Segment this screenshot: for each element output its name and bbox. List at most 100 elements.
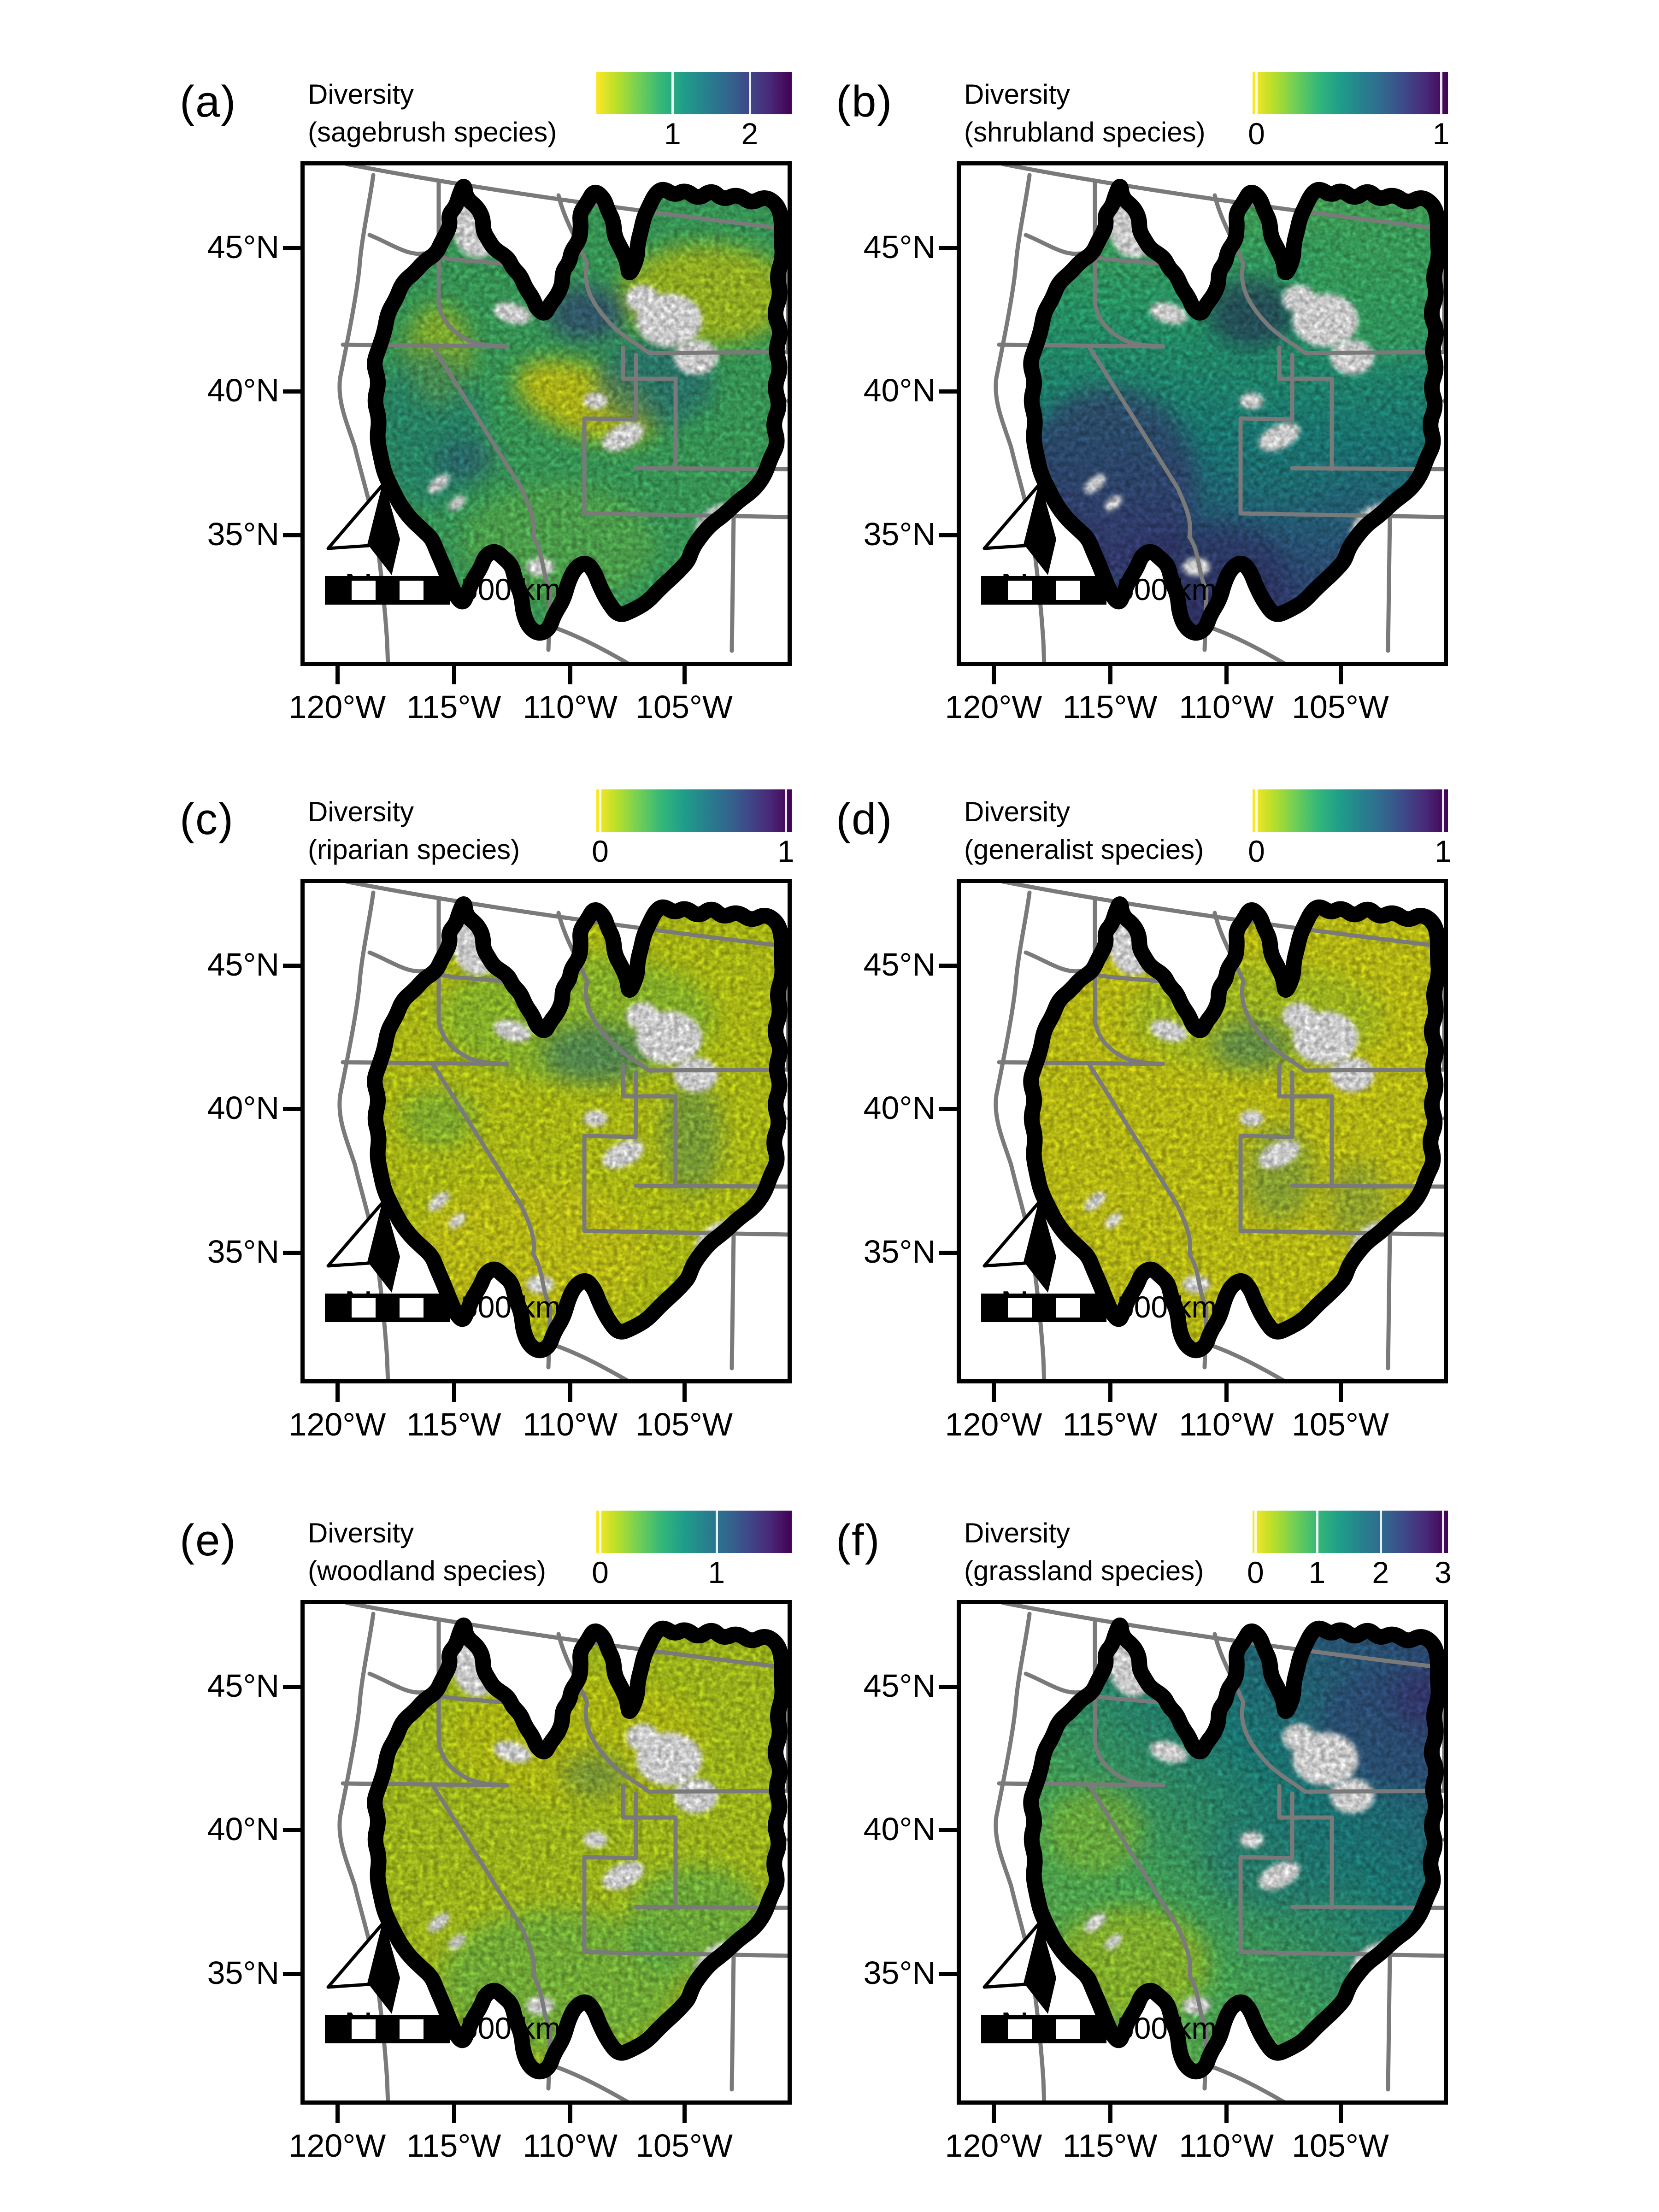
- lat-tick-label: 35°N: [207, 1234, 279, 1270]
- legend-title-line1: Diversity: [308, 79, 414, 110]
- lon-tick-mark: [1338, 1383, 1343, 1402]
- colorbar-tick-mark: [671, 72, 674, 114]
- lat-tick-label: 45°N: [863, 1668, 935, 1704]
- biome-outline: [1023, 896, 1447, 1359]
- lon-tick-mark: [991, 2105, 996, 2123]
- colorbar-tick-mark: [599, 1511, 602, 1553]
- map-canvas: N500 km: [957, 1600, 1450, 2107]
- scale-bar-label: 500 km: [461, 2011, 560, 2045]
- map-svg: N500 km: [981, 879, 1450, 1386]
- legend-title-line2: (riparian species): [308, 834, 520, 865]
- north-arrow-icon: [326, 1920, 400, 2014]
- lon-tick-label: 120°W: [288, 2128, 386, 2164]
- lon-tick-label: 105°W: [635, 1406, 733, 1442]
- lon-tick-label: 115°W: [1062, 689, 1158, 725]
- lon-tick-mark: [335, 666, 340, 684]
- map-canvas: N500 km: [300, 879, 794, 1386]
- lat-tick-label: 45°N: [207, 1668, 279, 1704]
- map-canvas: N500 km: [957, 161, 1450, 668]
- lat-tick-mark: [283, 1828, 301, 1833]
- legend-title-line1: Diversity: [308, 796, 414, 827]
- lon-tick-label: 120°W: [288, 689, 386, 725]
- lon-tick-label: 105°W: [1292, 1406, 1389, 1442]
- lon-tick-mark: [335, 1383, 340, 1402]
- lon-tick-mark: [991, 1383, 996, 1402]
- lon-tick-mark: [452, 666, 456, 684]
- scale-bar: [981, 576, 1106, 605]
- legend-title-line2: (shrubland species): [964, 117, 1206, 147]
- lat-tick-label: 40°N: [207, 372, 279, 409]
- colorbar-tick-mark: [1442, 1511, 1445, 1553]
- colorbar: [1253, 72, 1448, 114]
- lat-tick-label: 45°N: [207, 229, 279, 265]
- colorbar-tick-label: 1: [708, 1555, 725, 1589]
- lat-tick-mark: [939, 964, 958, 968]
- lon-tick-label: 110°W: [1179, 689, 1274, 725]
- lat-tick-mark: [939, 533, 958, 538]
- colorbar: [596, 789, 792, 832]
- lat-tick-label: 40°N: [863, 1090, 935, 1126]
- panel-label: (e): [180, 1516, 237, 1565]
- biome-outline: [367, 179, 790, 641]
- lat-tick-mark: [939, 1107, 958, 1112]
- colorbar-tick-mark: [1316, 1511, 1318, 1553]
- lat-tick-mark: [939, 1828, 958, 1833]
- panel-d: (d) Diversity (generalist species) 01 N5…: [831, 782, 1481, 1494]
- lon-tick-label: 120°W: [288, 1406, 386, 1442]
- lat-tick-label: 40°N: [207, 1811, 279, 1847]
- legend-title: Diversity (woodland species): [308, 1514, 546, 1590]
- lon-tick-label: 120°W: [945, 1406, 1042, 1442]
- legend-title: Diversity (grassland species): [964, 1514, 1204, 1590]
- lon-tick-mark: [1338, 2105, 1343, 2123]
- legend-title-line2: (sagebrush species): [308, 117, 557, 147]
- lon-tick-label: 105°W: [1292, 2128, 1389, 2164]
- lat-tick-mark: [283, 246, 301, 251]
- colorbar-tick-mark: [599, 789, 602, 832]
- scale-bar: [981, 2015, 1106, 2043]
- lat-tick-label: 45°N: [863, 947, 935, 983]
- colorbar-tick-mark: [1379, 1511, 1382, 1553]
- lon-tick-mark: [568, 1383, 573, 1402]
- lon-tick-mark: [568, 2105, 573, 2123]
- lon-tick-label: 110°W: [523, 2128, 618, 2164]
- colorbar-tick-mark: [1442, 789, 1445, 832]
- colorbar-tick-label: 3: [1435, 1555, 1452, 1589]
- lon-tick-label: 110°W: [523, 689, 618, 725]
- biome-outline: [1023, 1618, 1447, 2080]
- legend-title-line1: Diversity: [964, 79, 1071, 110]
- colorbar-tick-mark: [785, 789, 788, 832]
- legend-title: Diversity (generalist species): [964, 793, 1204, 869]
- panel-c: (c) Diversity (riparian species) 01 N500…: [175, 782, 825, 1494]
- map-canvas: N500 km: [957, 879, 1450, 1386]
- lon-tick-label: 115°W: [406, 2128, 501, 2164]
- lat-tick-label: 35°N: [207, 1955, 279, 1991]
- lat-tick-mark: [283, 964, 301, 968]
- lat-tick-mark: [939, 389, 958, 394]
- lat-tick-mark: [939, 1685, 958, 1689]
- colorbar: [1253, 789, 1448, 832]
- lon-tick-label: 115°W: [1062, 1406, 1158, 1442]
- lat-tick-label: 45°N: [207, 947, 279, 983]
- lat-tick-label: 35°N: [207, 516, 279, 553]
- lon-tick-label: 120°W: [945, 2128, 1042, 2164]
- lat-tick-mark: [283, 389, 301, 394]
- lon-tick-mark: [1108, 1383, 1112, 1402]
- north-arrow-icon: [982, 1199, 1056, 1293]
- lon-tick-mark: [1224, 666, 1229, 684]
- legend-title: Diversity (shrubland species): [964, 76, 1206, 151]
- state-borders: [994, 1600, 1450, 2107]
- panel-b: (b) Diversity (shrubland species) 01 N50…: [831, 65, 1481, 777]
- panel-label: (b): [836, 77, 893, 126]
- lat-tick-label: 40°N: [863, 372, 935, 409]
- colorbar-tick-mark: [715, 1511, 718, 1553]
- colorbar-tick-label: 1: [664, 117, 681, 151]
- north-arrow-icon: [326, 481, 400, 575]
- lon-tick-mark: [335, 2105, 340, 2123]
- north-arrow-icon: [982, 1920, 1056, 2014]
- map-svg: N500 km: [325, 1600, 794, 2107]
- lon-tick-mark: [682, 1383, 687, 1402]
- colorbar-tick-label: 1: [1308, 1555, 1326, 1589]
- lon-tick-label: 110°W: [1179, 2128, 1274, 2164]
